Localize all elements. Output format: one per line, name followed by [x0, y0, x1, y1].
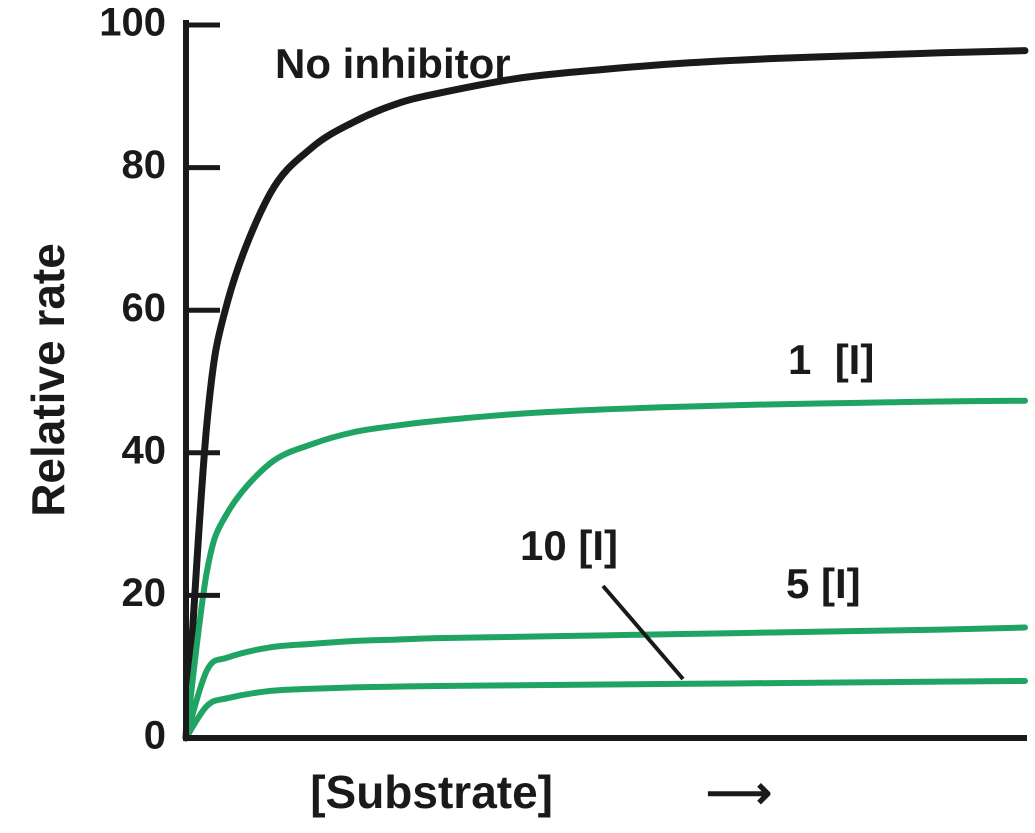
y-tick-label: 40 [122, 428, 167, 472]
y-tick-label: 100 [99, 1, 166, 45]
curve-no-inhibitor [182, 47, 1029, 742]
label-no-inhibitor: No inhibitor [275, 40, 511, 87]
y-ticks-group: 0 20 40 60 80 100 [99, 1, 220, 758]
label-10-inhibitor: 10 [I] [520, 522, 618, 569]
curves-group [182, 47, 1029, 742]
y-tick-label: 60 [122, 286, 167, 330]
curve-5-inhibitor [183, 624, 1028, 741]
x-axis-arrow-icon: ⟶ [706, 766, 772, 818]
y-tick-label: 0 [144, 714, 166, 758]
label-5-inhibitor: 5 [I] [786, 560, 861, 607]
curve-1-inhibitor [183, 397, 1028, 741]
y-tick-label: 80 [122, 143, 167, 187]
y-axis-title: Relative rate [22, 243, 74, 517]
x-axis-title: [Substrate] [310, 766, 553, 818]
label-10-inhibitor-pointer [601, 584, 685, 681]
axes-group [183, 20, 1027, 741]
label-1-inhibitor: 1 [I] [788, 336, 874, 383]
curve-10-inhibitor [183, 677, 1028, 741]
y-tick-label: 20 [122, 571, 167, 615]
x-axis-title-group: [Substrate] ⟶ [310, 766, 772, 818]
